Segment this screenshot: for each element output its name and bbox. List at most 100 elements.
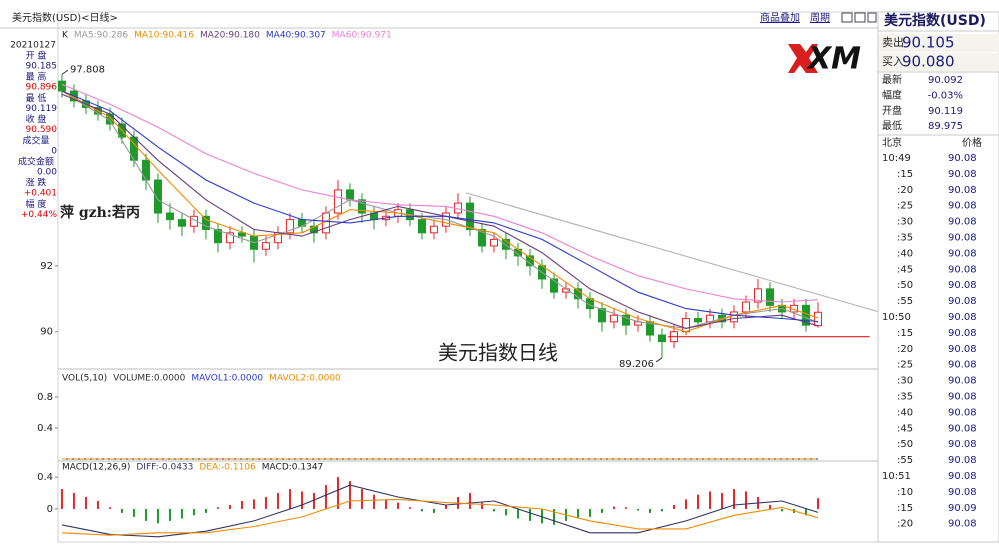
stat-value: 90.119 <box>928 106 963 117</box>
info-value: 90.590 <box>26 125 58 135</box>
tick-time: 10:51 <box>882 471 911 482</box>
annotation-leader <box>61 69 69 75</box>
tick-price: 90.08 <box>948 423 977 434</box>
info-value: +0.44% <box>21 210 58 220</box>
candle-body <box>417 219 426 234</box>
tick-price: 90.08 <box>948 439 977 450</box>
ma-line <box>61 90 819 329</box>
tick-time: :45 <box>897 264 913 275</box>
y-tick-label: 0 <box>47 504 53 515</box>
row-bg <box>879 34 999 52</box>
stat-value: -0.03% <box>928 90 963 101</box>
date: 20210127 <box>10 41 56 51</box>
watermark: 萍 gzh:若丙 <box>60 204 140 221</box>
candle-body <box>573 288 582 300</box>
icon-button[interactable] <box>867 12 877 23</box>
tick-time: :55 <box>897 296 913 307</box>
candle-body <box>753 288 762 303</box>
candle-body <box>285 219 294 234</box>
info-value: 0.00 <box>37 168 57 178</box>
tick-time: :15 <box>897 328 913 339</box>
ticks-header: 北京 <box>882 136 902 149</box>
tick-time: :30 <box>897 376 913 387</box>
info-label: 成交金额 <box>18 156 54 168</box>
candle-body <box>609 314 618 323</box>
tick-time: :15 <box>897 503 913 514</box>
y-tick-label: 92 <box>40 261 53 272</box>
tick-price: 90.09 <box>948 503 977 514</box>
annotation-leader <box>655 357 663 363</box>
tick-time: :20 <box>897 185 913 196</box>
tick-price: 90.08 <box>948 519 977 530</box>
tick-price: 90.08 <box>948 280 977 291</box>
tick-time: :15 <box>897 169 913 180</box>
info-value: 90.896 <box>26 83 58 93</box>
tick-price: 90.08 <box>948 328 977 339</box>
window-title: 美元指数(USD)<日线> <box>12 11 118 24</box>
tick-price: 90.08 <box>948 264 977 275</box>
icon-button[interactable] <box>841 12 853 23</box>
tick-time: :10 <box>897 487 913 498</box>
y-tick-label: 90 <box>40 327 53 338</box>
candle-body <box>177 219 186 227</box>
tick-price: 90.08 <box>948 185 977 196</box>
tick-time: :20 <box>897 344 913 355</box>
candle-body <box>741 301 750 313</box>
quote-panel <box>877 11 999 543</box>
ma-line <box>61 90 819 323</box>
quote-label: 卖出 <box>882 35 904 49</box>
candle-body <box>141 159 150 181</box>
tick-time: :55 <box>897 455 913 466</box>
y-tick-label: 0.8 <box>37 392 53 403</box>
tick-price: 90.08 <box>948 392 977 403</box>
candle-body <box>213 229 222 244</box>
candle-body <box>681 318 690 333</box>
candle-body <box>153 179 162 214</box>
candle-body <box>333 189 342 214</box>
info-value: 90.185 <box>26 62 58 72</box>
legend-entry: MA5:90.286 <box>74 31 128 41</box>
candle-body <box>225 232 234 244</box>
legend-entry: MA40:90.307 <box>266 31 326 41</box>
overlay-line <box>465 192 879 313</box>
quote-value: 90.105 <box>902 34 955 52</box>
info-label: 涨 跌 <box>26 178 47 189</box>
candle-body <box>237 232 246 237</box>
legend-entry: DEA:-0.1106 <box>199 463 256 473</box>
y-tick-label: 0.4 <box>37 472 53 483</box>
candle-body <box>465 202 474 231</box>
tick-price: 90.08 <box>948 360 977 371</box>
legend-entry: MAVOL1:0.0000 <box>191 374 263 384</box>
tick-price: 90.08 <box>948 296 977 307</box>
candle-body <box>57 80 66 92</box>
tick-price: 90.08 <box>948 344 977 355</box>
tick-price: 90.08 <box>948 169 977 180</box>
tick-time: 10:49 <box>882 153 911 164</box>
icon-button[interactable] <box>854 12 866 23</box>
legend-entry: MA10:90.416 <box>134 31 194 41</box>
chart-caption: 美元指数日线 <box>438 341 558 365</box>
candle-body <box>657 334 666 343</box>
pane-label: VOL(5,10) <box>62 374 107 384</box>
tick-price: 90.08 <box>948 217 977 228</box>
info-value: 0 <box>51 146 57 156</box>
candle-body <box>813 311 822 327</box>
legend-entry: MACD:0.1347 <box>262 463 324 473</box>
tick-time: :30 <box>897 217 913 228</box>
ma-line <box>61 90 819 333</box>
info-value: 90.119 <box>26 104 58 114</box>
period-link[interactable]: 周期 <box>810 12 830 24</box>
stat-label: 开盘 <box>882 104 902 117</box>
candle-body <box>729 311 738 323</box>
tick-time: :35 <box>897 233 913 244</box>
overlay-link[interactable]: 商品叠加 <box>760 11 800 24</box>
annotation: 89.206 <box>619 359 654 370</box>
tick-price: 90.08 <box>948 487 977 498</box>
tick-time: :35 <box>897 392 913 403</box>
candle-body <box>489 238 498 247</box>
info-label: 收 盘 <box>26 113 47 125</box>
candle-body <box>429 225 438 234</box>
tick-price: 90.08 <box>948 471 977 482</box>
